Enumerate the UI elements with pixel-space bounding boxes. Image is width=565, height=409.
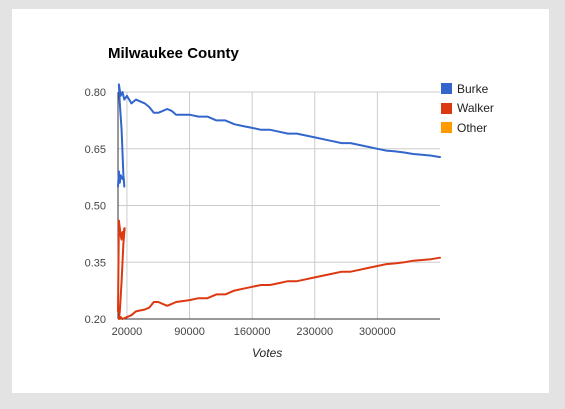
chart-frame	[12, 9, 549, 393]
legend-item-other[interactable]: Other	[441, 118, 494, 138]
series-line-burke[interactable]	[117, 83, 441, 188]
y-tick-label: 0.20	[85, 314, 106, 326]
legend-item-burke[interactable]: Burke	[441, 79, 494, 99]
tick-labels: 0.20 0.35 0.50 0.65 0.80 20000 90000 160000 2300…	[85, 87, 396, 338]
x-tick-label: 160000	[234, 326, 271, 338]
chart-title: Milwaukee County	[108, 45, 239, 62]
x-tick-label: 300000	[359, 326, 396, 338]
x-tick-label: 20000	[112, 326, 143, 338]
y-tick-label: 0.65	[85, 144, 106, 156]
x-axis-label: Votes	[252, 346, 283, 360]
legend-swatch-other	[441, 122, 452, 134]
x-tick-label: 230000	[296, 326, 333, 338]
series-line-walker[interactable]	[117, 219, 441, 320]
grid	[118, 91, 440, 319]
legend-swatch-burke	[441, 83, 452, 95]
legend-label-walker: Walker	[457, 101, 494, 116]
y-tick-label: 0.50	[85, 201, 106, 213]
series-lines	[117, 83, 441, 320]
x-tick-label: 90000	[174, 326, 205, 338]
y-tick-label: 0.80	[85, 87, 106, 99]
legend-swatch-walker	[441, 102, 452, 114]
legend-item-walker[interactable]: Walker	[441, 99, 494, 119]
legend: Burke Walker Other	[441, 79, 494, 138]
y-tick-label: 0.35	[85, 257, 106, 269]
legend-label-burke: Burke	[457, 81, 489, 96]
legend-label-other: Other	[457, 120, 488, 135]
